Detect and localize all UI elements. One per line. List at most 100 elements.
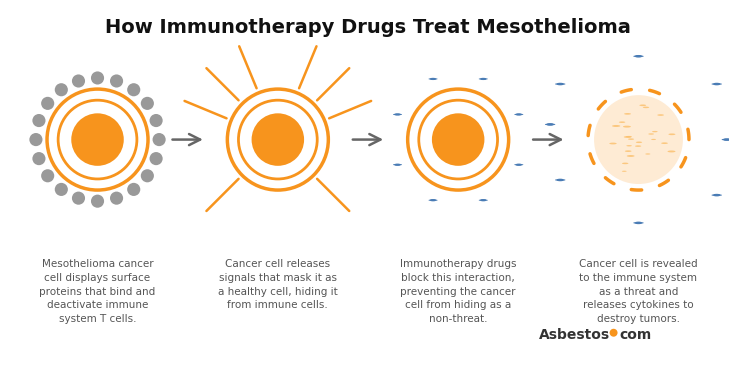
Ellipse shape — [394, 114, 400, 116]
Ellipse shape — [91, 72, 104, 85]
Ellipse shape — [127, 183, 141, 196]
Ellipse shape — [429, 110, 487, 169]
Ellipse shape — [72, 74, 85, 88]
Ellipse shape — [557, 179, 564, 180]
Ellipse shape — [68, 110, 127, 169]
Ellipse shape — [481, 199, 486, 200]
Ellipse shape — [637, 222, 644, 224]
Ellipse shape — [557, 83, 564, 85]
Ellipse shape — [712, 194, 718, 196]
Ellipse shape — [635, 55, 642, 57]
Ellipse shape — [516, 164, 522, 165]
Ellipse shape — [622, 163, 629, 164]
Ellipse shape — [516, 165, 522, 166]
Ellipse shape — [547, 123, 553, 125]
Ellipse shape — [625, 150, 631, 152]
Ellipse shape — [431, 200, 436, 201]
Ellipse shape — [110, 74, 123, 88]
Ellipse shape — [547, 124, 553, 125]
Ellipse shape — [481, 78, 486, 80]
Ellipse shape — [397, 114, 402, 115]
Ellipse shape — [715, 194, 722, 196]
Ellipse shape — [712, 83, 718, 85]
Ellipse shape — [91, 195, 104, 208]
Text: Asbestos: Asbestos — [539, 328, 609, 342]
Ellipse shape — [394, 114, 400, 115]
Ellipse shape — [713, 83, 720, 84]
Ellipse shape — [482, 78, 488, 80]
Ellipse shape — [481, 79, 486, 80]
Ellipse shape — [635, 222, 642, 224]
Ellipse shape — [559, 83, 565, 85]
Text: com: com — [619, 328, 651, 342]
Ellipse shape — [29, 133, 43, 146]
Ellipse shape — [478, 78, 484, 80]
Text: Cancer cell releases
signals that mask it as
a healthy cell, hiding it
from immu: Cancer cell releases signals that mask i… — [218, 260, 338, 310]
Ellipse shape — [713, 84, 720, 85]
Ellipse shape — [249, 110, 307, 169]
Ellipse shape — [594, 95, 683, 184]
Ellipse shape — [635, 222, 642, 223]
Ellipse shape — [141, 97, 154, 110]
Ellipse shape — [723, 139, 730, 141]
Ellipse shape — [643, 107, 649, 108]
Ellipse shape — [152, 133, 166, 146]
Ellipse shape — [149, 114, 163, 127]
Ellipse shape — [657, 114, 664, 116]
Ellipse shape — [726, 139, 732, 141]
Ellipse shape — [393, 164, 398, 165]
Ellipse shape — [713, 194, 720, 196]
Ellipse shape — [54, 83, 68, 96]
Ellipse shape — [516, 114, 522, 116]
Ellipse shape — [481, 200, 486, 201]
Ellipse shape — [557, 83, 564, 84]
Ellipse shape — [549, 124, 556, 125]
Ellipse shape — [635, 223, 642, 224]
Ellipse shape — [624, 136, 631, 138]
Ellipse shape — [514, 164, 520, 165]
Ellipse shape — [713, 194, 720, 195]
Ellipse shape — [431, 199, 436, 200]
Ellipse shape — [623, 126, 631, 128]
Ellipse shape — [514, 114, 520, 115]
Ellipse shape — [428, 78, 434, 80]
Ellipse shape — [721, 139, 728, 141]
Ellipse shape — [651, 139, 656, 140]
Ellipse shape — [545, 124, 551, 125]
Ellipse shape — [394, 164, 400, 165]
Ellipse shape — [626, 145, 631, 146]
Ellipse shape — [41, 169, 54, 182]
Ellipse shape — [432, 113, 484, 166]
Text: How Immunotherapy Drugs Treat Mesothelioma: How Immunotherapy Drugs Treat Mesothelio… — [105, 18, 631, 37]
Ellipse shape — [635, 56, 642, 58]
Ellipse shape — [431, 78, 436, 80]
Ellipse shape — [394, 164, 400, 165]
Ellipse shape — [431, 78, 436, 79]
Ellipse shape — [547, 124, 553, 126]
Ellipse shape — [609, 143, 617, 145]
Ellipse shape — [619, 122, 626, 123]
Ellipse shape — [624, 113, 631, 115]
Ellipse shape — [635, 55, 642, 57]
Ellipse shape — [397, 164, 402, 165]
Ellipse shape — [54, 183, 68, 196]
Ellipse shape — [432, 200, 438, 201]
Text: Cancer cell is revealed
to the immune system
as a threat and
releases cytokines : Cancer cell is revealed to the immune sy… — [579, 260, 698, 324]
Ellipse shape — [636, 142, 642, 143]
Ellipse shape — [516, 114, 522, 115]
Ellipse shape — [633, 55, 640, 57]
Ellipse shape — [645, 153, 651, 155]
Ellipse shape — [723, 139, 730, 141]
Ellipse shape — [635, 145, 641, 147]
Ellipse shape — [661, 142, 668, 144]
Ellipse shape — [127, 83, 141, 96]
Ellipse shape — [58, 100, 137, 179]
Ellipse shape — [518, 114, 523, 115]
Ellipse shape — [481, 200, 486, 201]
Ellipse shape — [652, 131, 658, 132]
Ellipse shape — [482, 200, 488, 201]
Ellipse shape — [555, 83, 562, 85]
Ellipse shape — [626, 136, 632, 137]
Ellipse shape — [481, 78, 486, 79]
Ellipse shape — [557, 84, 564, 85]
